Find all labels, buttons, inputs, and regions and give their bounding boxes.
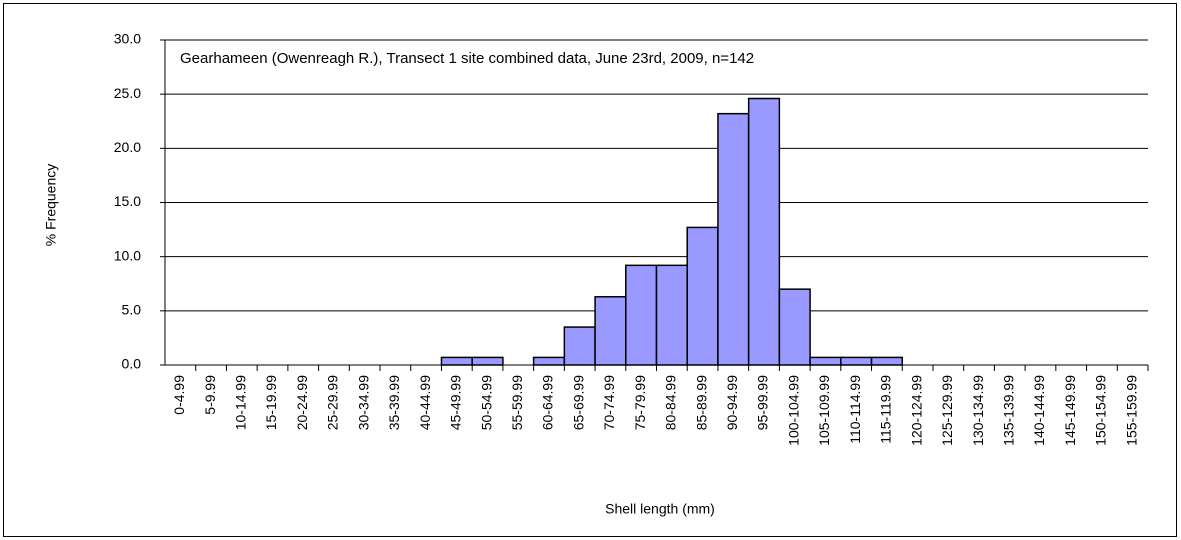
bar xyxy=(840,356,873,366)
x-tick-label: 15-19.99 xyxy=(263,375,279,430)
x-tick-label: 35-39.99 xyxy=(386,375,402,430)
x-tick-label: 40-44.99 xyxy=(417,375,433,430)
x-tick-label: 20-24.99 xyxy=(294,375,310,430)
bar xyxy=(440,356,473,366)
x-tick-label: 10-14.99 xyxy=(233,375,249,430)
y-tick-label: 0.0 xyxy=(122,356,142,372)
bar xyxy=(870,356,903,366)
x-tick-label: 55-59.99 xyxy=(509,375,525,430)
bar xyxy=(594,296,627,366)
x-tick-label: 50-54.99 xyxy=(478,375,494,430)
x-tick-label: 130-134.99 xyxy=(970,375,986,446)
x-tick-label: 70-74.99 xyxy=(601,375,617,430)
y-axis-label: % Frequency xyxy=(43,164,59,246)
bar xyxy=(532,356,566,366)
x-tick-label: 105-109.99 xyxy=(816,375,832,446)
x-tick-label: 5-9.99 xyxy=(202,375,218,415)
y-tick-label: 15.0 xyxy=(114,193,141,209)
x-tick-label: 30-34.99 xyxy=(355,375,371,430)
x-tick-label: 65-69.99 xyxy=(570,375,586,430)
x-tick-label: 150-154.99 xyxy=(1093,375,1109,446)
x-tick-label: 115-119.99 xyxy=(878,375,894,444)
y-tick-label: 20.0 xyxy=(114,139,141,155)
y-tick-label: 10.0 xyxy=(114,247,141,263)
x-tick-label: 85-89.99 xyxy=(693,375,709,430)
bar xyxy=(625,264,658,366)
x-axis-label: Shell length (mm) xyxy=(605,501,715,517)
x-tick-label: 155-159.99 xyxy=(1123,375,1139,446)
x-tick-label: 95-99.99 xyxy=(755,375,771,430)
x-tick-label: 135-139.99 xyxy=(1000,375,1016,446)
x-tick-label: 125-129.99 xyxy=(939,375,955,446)
bar xyxy=(717,112,750,366)
x-tick-label: 60-64.99 xyxy=(540,375,556,430)
bar xyxy=(778,288,811,366)
y-tick-label: 25.0 xyxy=(114,85,141,101)
bar xyxy=(747,97,781,366)
chart-border xyxy=(3,3,1177,537)
bar xyxy=(809,356,842,366)
x-tick-label: 140-144.99 xyxy=(1031,375,1047,446)
x-tick-label: 110-114.99 xyxy=(847,375,863,444)
bar xyxy=(563,326,596,366)
x-tick-label: 145-149.99 xyxy=(1062,375,1078,446)
x-tick-label: 75-79.99 xyxy=(632,375,648,430)
bar xyxy=(655,264,688,366)
x-tick-label: 120-124.99 xyxy=(908,375,924,446)
chart-title: Gearhameen (Owenreagh R.), Transect 1 si… xyxy=(180,50,754,67)
x-tick-label: 80-84.99 xyxy=(663,375,679,430)
bar xyxy=(471,356,504,366)
y-tick-label: 30.0 xyxy=(114,31,141,47)
x-tick-label: 45-49.99 xyxy=(448,375,464,430)
x-tick-label: 0-4.99 xyxy=(171,375,187,415)
x-tick-label: 25-29.99 xyxy=(325,375,341,430)
y-tick-label: 5.0 xyxy=(122,302,142,318)
x-tick-label: 100-104.99 xyxy=(785,375,801,446)
x-tick-label: 90-94.99 xyxy=(724,375,740,430)
bar xyxy=(686,226,719,366)
